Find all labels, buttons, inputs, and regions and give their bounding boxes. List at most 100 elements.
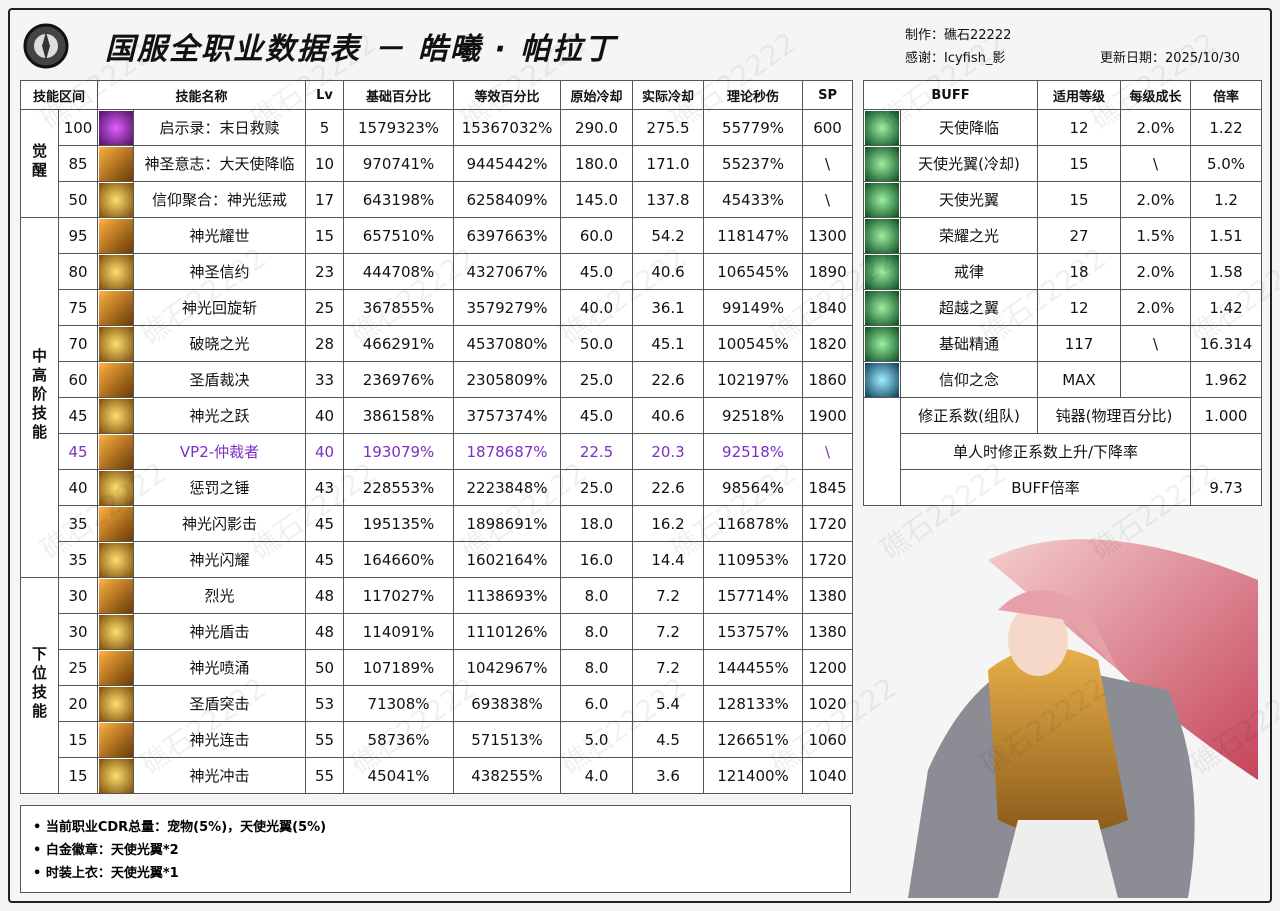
summary-label: 修正系数(组队) bbox=[899, 397, 1039, 434]
skill-base: 58736% bbox=[343, 721, 455, 758]
skill-real-cd: 20.3 bbox=[632, 433, 705, 470]
skill-base: 71308% bbox=[343, 685, 455, 722]
column-header: 理论秒伤 bbox=[703, 80, 804, 110]
icon bbox=[865, 110, 899, 145]
group-label: 下位技能 bbox=[30, 645, 48, 722]
skill-lv: 10 bbox=[305, 145, 345, 182]
skill-lv: 55 bbox=[305, 757, 345, 794]
icon bbox=[98, 506, 133, 541]
skill-real-cd: 36.1 bbox=[632, 289, 705, 326]
skill-base: 117027% bbox=[343, 577, 455, 614]
skill-row: 35 神光闪影击 45 195135% 1898691% 18.0 16.2 116878% 1… bbox=[21, 505, 854, 542]
skill-level: 20 bbox=[57, 685, 99, 722]
skill-sp: 1200 bbox=[802, 649, 854, 686]
icon-cell bbox=[97, 649, 135, 686]
icon-cell bbox=[97, 181, 135, 218]
buff-growth: \ bbox=[1120, 325, 1192, 362]
skill-sp: 1380 bbox=[802, 577, 854, 614]
buff-name: 荣耀之光 bbox=[899, 217, 1039, 254]
skill-sp: 1860 bbox=[802, 361, 854, 398]
skill-equiv: 1898691% bbox=[453, 505, 562, 542]
skill-level: 70 bbox=[57, 325, 99, 362]
buff-name: 天使光翼 bbox=[899, 181, 1039, 218]
group-label: 中高阶技能 bbox=[30, 348, 48, 443]
buff-name: 信仰之念 bbox=[899, 361, 1039, 398]
skill-base: 643198% bbox=[343, 181, 455, 218]
skill-base: 386158% bbox=[343, 397, 455, 434]
skill-base: 114091% bbox=[343, 613, 455, 650]
skill-dps: 118147% bbox=[703, 217, 804, 254]
icon bbox=[98, 434, 133, 469]
skill-real-cd: 22.6 bbox=[632, 361, 705, 398]
buff-row: 天使降临 12 2.0% 1.22 bbox=[863, 109, 1263, 146]
buff-row: 基础精通 117 \ 16.314 bbox=[863, 325, 1263, 362]
skill-cd: 25.0 bbox=[560, 469, 634, 506]
icon bbox=[98, 542, 133, 577]
skill-dps: 106545% bbox=[703, 253, 804, 290]
buff-growth: \ bbox=[1120, 145, 1192, 182]
thanks: 感谢：Icyfish_影 bbox=[905, 51, 1006, 66]
icon bbox=[98, 686, 133, 721]
skill-dps: 110953% bbox=[703, 541, 804, 578]
skill-equiv: 2223848% bbox=[453, 469, 562, 506]
author: 制作：礁石22222 bbox=[905, 28, 1012, 43]
skill-cd: 6.0 bbox=[560, 685, 634, 722]
icon-cell bbox=[863, 181, 901, 218]
group-label: 觉醒 bbox=[30, 142, 48, 181]
skill-level: 85 bbox=[57, 145, 99, 182]
summary-rate: 9.73 bbox=[1190, 469, 1263, 506]
summary-label: BUFF倍率 bbox=[899, 469, 1192, 506]
icon bbox=[865, 146, 899, 181]
skill-equiv: 9445442% bbox=[453, 145, 562, 182]
skill-cd: 45.0 bbox=[560, 253, 634, 290]
skill-real-cd: 137.8 bbox=[632, 181, 705, 218]
icon-cell bbox=[97, 109, 135, 146]
column-header: 适用等级 bbox=[1037, 80, 1122, 110]
column-header: 倍率 bbox=[1190, 80, 1263, 110]
icon-cell bbox=[97, 325, 135, 362]
icon-cell bbox=[97, 145, 135, 182]
title: 国服全职业数据表 － 皓曦 · 帕拉丁 bbox=[105, 32, 617, 67]
icon bbox=[98, 254, 133, 289]
skill-equiv: 571513% bbox=[453, 721, 562, 758]
skill-level: 35 bbox=[57, 541, 99, 578]
blank-cell bbox=[863, 397, 901, 506]
skill-name: 神光闪影击 bbox=[133, 505, 307, 542]
buff-growth: 1.5% bbox=[1120, 217, 1192, 254]
skill-real-cd: 40.6 bbox=[632, 397, 705, 434]
buff-level: 15 bbox=[1037, 145, 1122, 182]
skill-level: 80 bbox=[57, 253, 99, 290]
summary-row: BUFF倍率 9.73 bbox=[864, 469, 1263, 506]
skill-cd: 25.0 bbox=[560, 361, 634, 398]
skill-sp: 1820 bbox=[802, 325, 854, 362]
buff-row: 戒律 18 2.0% 1.58 bbox=[863, 253, 1263, 290]
skill-dps: 55237% bbox=[703, 145, 804, 182]
note: 当前职业CDR总量：宠物(5%)，天使光翼(5%) bbox=[33, 816, 326, 835]
icon-cell bbox=[863, 109, 901, 146]
skill-dps: 92518% bbox=[703, 433, 804, 470]
buff-row: 天使光翼(冷却) 15 \ 5.0% bbox=[863, 145, 1263, 182]
column-header: 技能区间 bbox=[19, 80, 99, 110]
skill-row: 85 神圣意志：大天使降临 10 970741% 9445442% 180.0 171.0 5… bbox=[21, 145, 854, 182]
buff-level: MAX bbox=[1037, 361, 1122, 398]
group-cell: 中高阶技能 bbox=[20, 217, 59, 578]
buff-growth: 2.0% bbox=[1120, 109, 1192, 146]
skill-sp: 1845 bbox=[802, 469, 854, 506]
skill-dps: 100545% bbox=[703, 325, 804, 362]
skill-equiv: 1042967% bbox=[453, 649, 562, 686]
icon bbox=[98, 470, 133, 505]
skill-base: 193079% bbox=[343, 433, 455, 470]
skill-equiv: 6258409% bbox=[453, 181, 562, 218]
skill-name: 圣盾裁决 bbox=[133, 361, 307, 398]
skill-cd: 180.0 bbox=[560, 145, 634, 182]
summary-row: 单人时修正系数上升/下降率 bbox=[864, 433, 1263, 470]
icon-cell bbox=[863, 289, 901, 326]
icon-cell bbox=[97, 433, 135, 470]
header-row: BUFF 适用等级 每级成长 倍率 bbox=[862, 80, 1263, 110]
icon bbox=[865, 326, 899, 361]
icon bbox=[98, 578, 133, 613]
skill-row: 15 神光冲击 55 45041% 438255% 4.0 3.6 121400% 1040 bbox=[21, 757, 854, 794]
skill-lv: 40 bbox=[305, 397, 345, 434]
skill-sp: 1040 bbox=[802, 757, 854, 794]
